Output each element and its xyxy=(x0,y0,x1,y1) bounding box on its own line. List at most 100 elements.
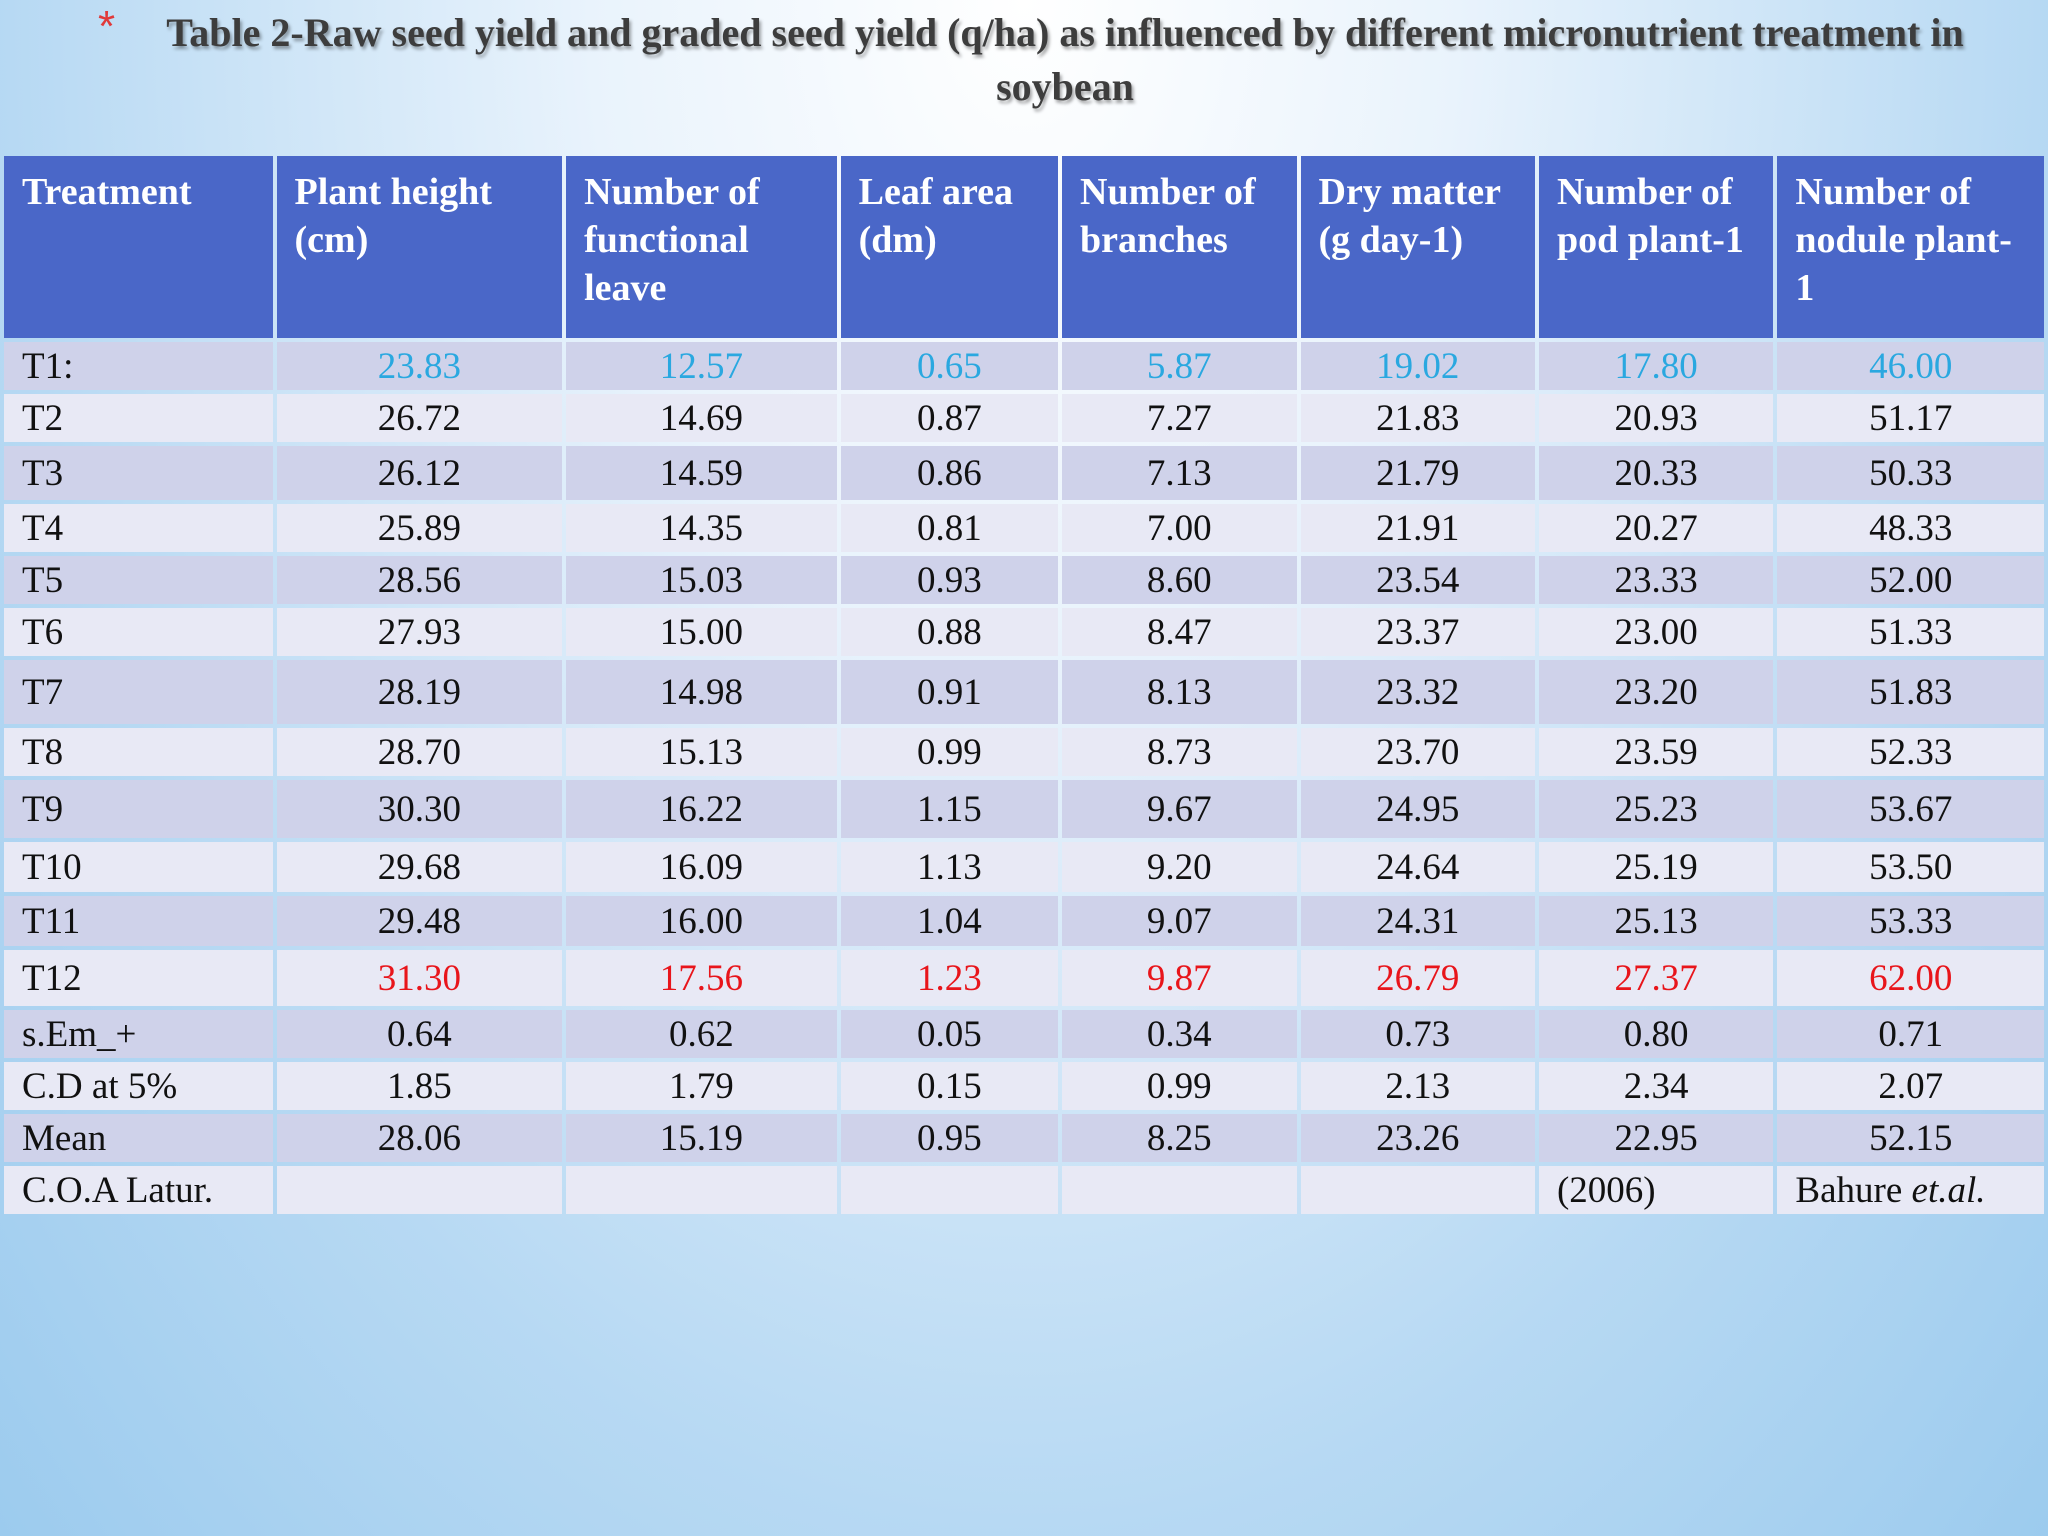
value-cell: 0.80 xyxy=(1538,1010,1774,1058)
value-cell: 17.80 xyxy=(1538,342,1774,390)
value-cell: 9.20 xyxy=(1062,842,1297,892)
value-cell: 9.67 xyxy=(1062,780,1297,838)
column-header: Plant height (cm) xyxy=(276,156,563,338)
column-header: Treatment xyxy=(4,156,273,338)
table-row: T7 28.19 14.98 0.91 8.13 23.32 23.20 51.83 xyxy=(4,660,2044,724)
treatment-cell: T12 xyxy=(4,950,273,1006)
treatment-cell: T7 xyxy=(4,660,273,724)
value-cell: 26.12 xyxy=(276,446,563,500)
value-cell: 0.88 xyxy=(840,608,1059,656)
value-cell: 0.91 xyxy=(840,660,1059,724)
value-cell: 15.00 xyxy=(566,608,837,656)
value-cell: 27.93 xyxy=(276,608,563,656)
column-header: Number of functional leave xyxy=(566,156,837,338)
value-cell: 16.22 xyxy=(566,780,837,838)
treatment-cell: Mean xyxy=(4,1114,273,1162)
value-cell: 52.00 xyxy=(1777,556,2044,604)
table-row: s.Em_+ 0.64 0.62 0.05 0.34 0.73 0.80 0.71 xyxy=(4,1010,2044,1058)
value-cell: 16.00 xyxy=(566,896,837,946)
treatment-cell: T11 xyxy=(4,896,273,946)
value-cell: 1.04 xyxy=(840,896,1059,946)
empty-cell xyxy=(566,1166,837,1214)
value-cell: 21.91 xyxy=(1300,504,1535,552)
value-cell: 14.35 xyxy=(566,504,837,552)
value-cell: 0.64 xyxy=(276,1010,563,1058)
value-cell: 1.15 xyxy=(840,780,1059,838)
value-cell: 24.95 xyxy=(1300,780,1535,838)
value-cell: 0.86 xyxy=(840,446,1059,500)
value-cell: 26.72 xyxy=(276,394,563,442)
value-cell: 27.37 xyxy=(1538,950,1774,1006)
value-cell: 29.48 xyxy=(276,896,563,946)
value-cell: 28.70 xyxy=(276,728,563,776)
table-row: T5 28.56 15.03 0.93 8.60 23.54 23.33 52.00 xyxy=(4,556,2044,604)
column-header: Number of pod plant-1 xyxy=(1538,156,1774,338)
value-cell: 0.34 xyxy=(1062,1010,1297,1058)
value-cell: 0.99 xyxy=(840,728,1059,776)
treatment-cell: C.D at 5% xyxy=(4,1062,273,1110)
value-cell: 22.95 xyxy=(1538,1114,1774,1162)
value-cell: 0.65 xyxy=(840,342,1059,390)
value-cell: 1.85 xyxy=(276,1062,563,1110)
value-cell: 21.83 xyxy=(1300,394,1535,442)
value-cell: 14.69 xyxy=(566,394,837,442)
column-header: Dry matter (g day-1) xyxy=(1300,156,1535,338)
value-cell: 23.54 xyxy=(1300,556,1535,604)
value-cell: 14.98 xyxy=(566,660,837,724)
value-cell: 25.23 xyxy=(1538,780,1774,838)
value-cell: 8.73 xyxy=(1062,728,1297,776)
value-cell: 20.93 xyxy=(1538,394,1774,442)
table-row: T8 28.70 15.13 0.99 8.73 23.70 23.59 52.33 xyxy=(4,728,2044,776)
table-row: T1: 23.83 12.57 0.65 5.87 19.02 17.80 46.00 xyxy=(4,342,2044,390)
value-cell: 0.81 xyxy=(840,504,1059,552)
value-cell: 53.50 xyxy=(1777,842,2044,892)
value-cell: 7.13 xyxy=(1062,446,1297,500)
value-cell: 28.56 xyxy=(276,556,563,604)
value-cell: 12.57 xyxy=(566,342,837,390)
value-cell: 9.07 xyxy=(1062,896,1297,946)
value-cell: 25.89 xyxy=(276,504,563,552)
value-cell: 62.00 xyxy=(1777,950,2044,1006)
value-cell: 8.25 xyxy=(1062,1114,1297,1162)
table-row: T6 27.93 15.00 0.88 8.47 23.37 23.00 51.33 xyxy=(4,608,2044,656)
value-cell: 23.70 xyxy=(1300,728,1535,776)
footer-row: C.O.A Latur. (2006) Bahure et.al. xyxy=(4,1166,2044,1214)
title-bullet-icon: * xyxy=(98,2,116,51)
value-cell: 7.27 xyxy=(1062,394,1297,442)
table-row: T12 31.30 17.56 1.23 9.87 26.79 27.37 62.00 xyxy=(4,950,2044,1006)
empty-cell xyxy=(840,1166,1059,1214)
treatment-cell: T10 xyxy=(4,842,273,892)
value-cell: 24.64 xyxy=(1300,842,1535,892)
value-cell: 9.87 xyxy=(1062,950,1297,1006)
value-cell: 53.33 xyxy=(1777,896,2044,946)
value-cell: 52.15 xyxy=(1777,1114,2044,1162)
author-suffix: et.al. xyxy=(1911,1169,1986,1211)
data-table: Treatment Plant height (cm) Number of fu… xyxy=(0,152,2048,1218)
table-row: T11 29.48 16.00 1.04 9.07 24.31 25.13 53.33 xyxy=(4,896,2044,946)
treatment-cell: s.Em_+ xyxy=(4,1010,273,1058)
table-row: T10 29.68 16.09 1.13 9.20 24.64 25.19 53.50 xyxy=(4,842,2044,892)
value-cell: 2.34 xyxy=(1538,1062,1774,1110)
treatment-cell: T9 xyxy=(4,780,273,838)
value-cell: 0.87 xyxy=(840,394,1059,442)
value-cell: 23.37 xyxy=(1300,608,1535,656)
value-cell: 51.83 xyxy=(1777,660,2044,724)
value-cell: 52.33 xyxy=(1777,728,2044,776)
value-cell: 1.23 xyxy=(840,950,1059,1006)
treatment-cell: T3 xyxy=(4,446,273,500)
value-cell: 23.00 xyxy=(1538,608,1774,656)
value-cell: 0.95 xyxy=(840,1114,1059,1162)
value-cell: 17.56 xyxy=(566,950,837,1006)
header-row: Treatment Plant height (cm) Number of fu… xyxy=(4,156,2044,338)
value-cell: 0.93 xyxy=(840,556,1059,604)
value-cell: 23.59 xyxy=(1538,728,1774,776)
value-cell: 48.33 xyxy=(1777,504,2044,552)
value-cell: 7.00 xyxy=(1062,504,1297,552)
empty-cell xyxy=(1062,1166,1297,1214)
value-cell: 20.33 xyxy=(1538,446,1774,500)
value-cell: 25.13 xyxy=(1538,896,1774,946)
treatment-cell: T2 xyxy=(4,394,273,442)
value-cell: 23.32 xyxy=(1300,660,1535,724)
value-cell: 2.07 xyxy=(1777,1062,2044,1110)
treatment-cell: T8 xyxy=(4,728,273,776)
